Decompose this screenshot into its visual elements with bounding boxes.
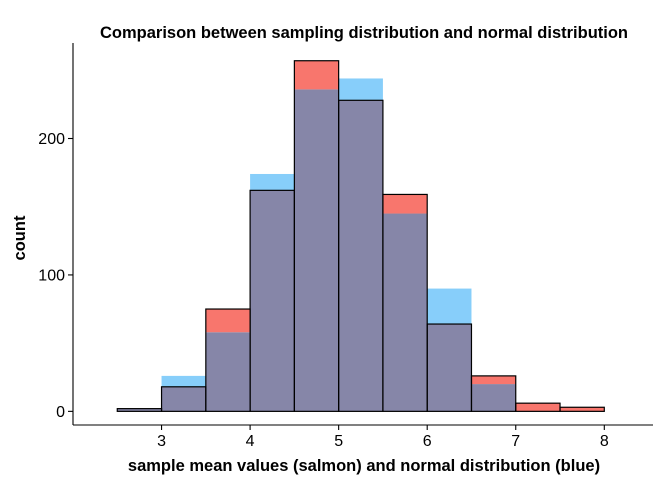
blue-excess-bar-2 [161, 375, 206, 387]
salmon-excess-bar-5 [294, 60, 339, 90]
salmon-excess-bar-3 [205, 309, 251, 333]
overlap-bar-7 [382, 213, 428, 412]
salmon-excess-bar-11 [560, 407, 605, 412]
x-tick-label-5: 5 [334, 433, 343, 450]
axes-layer: 3 4 5 6 7 8 0 100 200 [38, 43, 653, 450]
blue-excess-bar-6 [338, 78, 383, 101]
x-tick-label-8: 8 [600, 433, 609, 450]
y-tick-label-200: 200 [38, 131, 65, 148]
salmon-bar-outline-11 [559, 406, 605, 412]
salmon-excess-bar-10 [515, 403, 561, 412]
chart-title: Comparison between sampling distribution… [100, 24, 628, 42]
x-axis-title: sample mean values (salmon) and normal d… [128, 457, 600, 475]
overlap-bar-2 [161, 386, 206, 412]
y-tick-label-0: 0 [56, 404, 65, 421]
overlap-bar-3 [205, 332, 251, 412]
bars-layer [116, 60, 605, 412]
salmon-bar-outline-8 [426, 323, 473, 412]
overlap-bar-4 [250, 190, 295, 412]
overlap-bar-6 [338, 100, 383, 412]
y-tick-label-100: 100 [38, 267, 65, 284]
overlap-bar-9 [471, 384, 516, 412]
x-tick-label-4: 4 [246, 433, 255, 450]
salmon-bar-outline-9 [470, 375, 517, 412]
overlap-bar-1 [117, 408, 162, 412]
overlap-bar-5 [294, 89, 339, 412]
overlap-bar-8 [427, 324, 472, 412]
salmon-excess-bar-9 [471, 375, 516, 385]
x-tick-label-3: 3 [157, 433, 166, 450]
x-tick-label-7: 7 [511, 433, 520, 450]
blue-excess-bar-8 [427, 288, 472, 325]
salmon-excess-bar-7 [382, 194, 428, 214]
x-tick-label-6: 6 [423, 433, 432, 450]
salmon-bar-outline-7 [382, 193, 428, 412]
y-axis-title: count [11, 215, 29, 260]
blue-excess-bar-4 [250, 173, 295, 191]
